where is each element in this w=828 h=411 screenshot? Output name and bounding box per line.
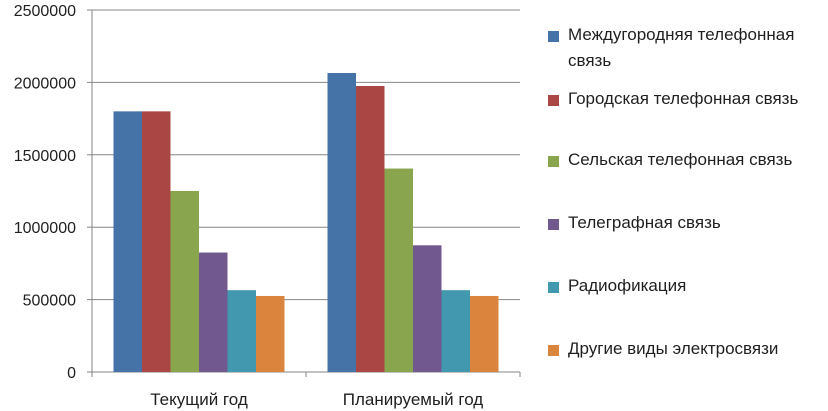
y-tick-label: 1500000 [14, 148, 76, 165]
legend-item-long-distance: Междугородняя телефонная связь [548, 22, 826, 74]
bar [441, 290, 470, 372]
legend-label: Радиофикация [568, 276, 687, 295]
legend-swatch [548, 219, 559, 230]
legend-swatch [548, 282, 559, 293]
bar [384, 168, 413, 372]
legend-label: Другие виды электросвязи [568, 339, 779, 358]
bar [470, 295, 499, 372]
legend-label: Телеграфная связь [568, 213, 721, 232]
bar [170, 191, 199, 372]
bar [413, 245, 442, 372]
legend-label: Городская телефонная связь [568, 89, 799, 108]
bar [227, 290, 256, 372]
legend-swatch [548, 345, 559, 356]
x-category-labels: Текущий год Планируемый год [150, 390, 483, 409]
legend-swatch [548, 156, 559, 167]
legend-item-radio: Радиофикация [548, 273, 826, 299]
bar [142, 111, 171, 373]
y-tick-label: 1000000 [14, 220, 76, 237]
legend-swatch [548, 95, 559, 106]
legend-item-rural: Сельская телефонная связь [548, 147, 826, 173]
x-category-label: Текущий год [150, 390, 248, 409]
bar [327, 72, 356, 372]
y-tick-label: 500000 [23, 293, 76, 310]
bar [113, 111, 142, 373]
y-tick-label: 2500000 [14, 3, 76, 20]
y-tick-label: 0 [67, 365, 76, 382]
y-tick-labels: 0 500000 1000000 1500000 2000000 2500000 [14, 3, 76, 382]
x-category-label: Планируемый год [343, 390, 484, 409]
legend-swatch [548, 31, 559, 42]
bar [356, 86, 385, 373]
bar [256, 295, 285, 372]
legend-item-other: Другие виды электросвязи [548, 336, 826, 362]
y-tick-label: 2000000 [14, 75, 76, 92]
legend-label: Междугородняя телефонная связь [568, 25, 795, 70]
legend-item-telegraph: Телеграфная связь [548, 210, 826, 236]
legend-label: Сельская телефонная связь [568, 150, 793, 169]
legend-item-city: Городская телефонная связь [548, 86, 826, 112]
bar [199, 252, 228, 372]
bars [113, 72, 499, 373]
